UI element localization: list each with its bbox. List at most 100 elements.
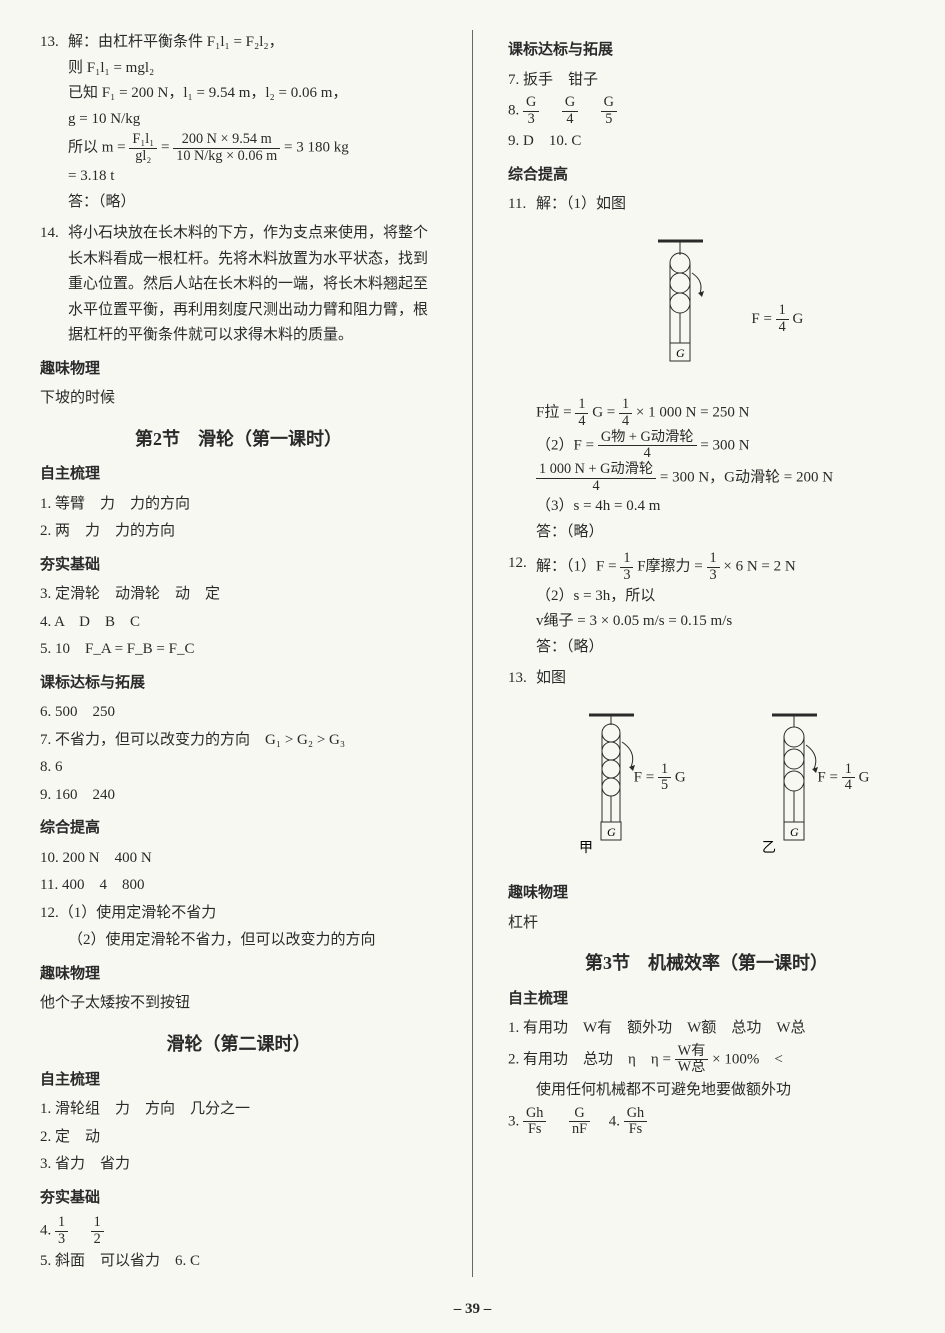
q11-l3: （2）F = G物 + G动滑轮4 = 300 N xyxy=(536,430,905,462)
hangshi-head: 夯实基础 xyxy=(40,553,437,579)
column-divider xyxy=(472,30,473,1277)
frac: G4 xyxy=(562,95,578,127)
frac: 13 xyxy=(620,551,633,583)
q12-l4: 答：（略） xyxy=(536,635,905,661)
q13r: 13. 如图 xyxy=(508,666,905,871)
pulley-diagram-icon: G xyxy=(648,233,738,373)
zizhu-head: 自主梳理 xyxy=(40,462,437,488)
q12-l2: （2）s = 3h，所以 xyxy=(536,584,905,610)
zonghe-head: 综合提高 xyxy=(40,816,437,842)
item: 1. 等臂 力 力的方向 xyxy=(40,492,437,518)
q13-l3: 已知 F₁ = 200 N，l₁ = 9.54 m，l₂ = 0.06 m， xyxy=(68,81,437,107)
q12: 12. 解：（1）F = 13 F摩擦力 = 13 × 6 N = 2 N （2… xyxy=(508,551,905,660)
page-number: – 39 – xyxy=(40,1297,905,1323)
svg-text:甲: 甲 xyxy=(579,841,593,856)
kebiao-head: 课标达标与拓展 xyxy=(508,38,905,64)
frac: G5 xyxy=(601,95,617,127)
quwei-text: 他个子太矮按不到按钮 xyxy=(40,991,437,1017)
frac: 14 xyxy=(776,303,789,335)
item: 4. A D B C xyxy=(40,610,437,636)
item: 4. 13 12 xyxy=(40,1215,437,1247)
q11-l2: F拉 = 14 G = 14 × 1 000 N = 250 N xyxy=(536,397,905,429)
quwei-text: 杠杆 xyxy=(508,911,905,937)
q13-num: 13. xyxy=(40,30,59,56)
frac: 14 xyxy=(575,397,588,429)
item: 8. G3 G4 G5 xyxy=(508,95,905,127)
right-column: 课标达标与拓展 7. 扳手 钳子 8. G3 G4 G5 9. D 10. C … xyxy=(508,30,905,1277)
item: 7. 不省力，但可以改变力的方向 G₁ > G₂ > G₃ xyxy=(40,728,437,754)
frac: G物 + G动滑轮4 xyxy=(598,430,697,462)
pulley-jia-icon: G 甲 F = 15 G xyxy=(579,707,679,857)
frac: 13 xyxy=(55,1215,68,1247)
item: 5. 10 F_A = F_B = F_C xyxy=(40,637,437,663)
q11-l5: （3）s = 4h = 0.4 m xyxy=(536,494,905,520)
item: 6. 500 250 xyxy=(40,700,437,726)
item: 5. 斜面 可以省力 6. C xyxy=(40,1249,437,1275)
item: 3. GhFs GnF 4. GhFs xyxy=(508,1106,905,1138)
pulley-figure: G F = 14 G xyxy=(536,228,905,388)
pulley-pair: G 甲 F = 15 G xyxy=(536,702,905,872)
item: 2. 有用功 总功 η η = W有W总 × 100% < xyxy=(508,1044,905,1076)
quwei-head: 趣味物理 xyxy=(40,962,437,988)
item: 12.（1）使用定滑轮不省力 xyxy=(40,901,437,927)
q11-l4: 1 000 N + G动滑轮4 = 300 N，G动滑轮 = 200 N xyxy=(536,462,905,494)
quwei-text: 下坡的时候 xyxy=(40,386,437,412)
fig-formula: F = 15 G xyxy=(634,762,686,794)
q13r-num: 13. xyxy=(508,666,527,692)
section-title: 第2节 滑轮（第一课时） xyxy=(40,424,437,455)
q14-num: 14. xyxy=(40,221,59,247)
section-title: 第3节 机械效率（第一课时） xyxy=(508,948,905,979)
item: 1. 滑轮组 力 方向 几分之一 xyxy=(40,1097,437,1123)
svg-text:G: G xyxy=(676,346,685,360)
svg-text:乙: 乙 xyxy=(762,840,776,856)
q11-l1: 解：（1）如图 xyxy=(536,192,905,218)
item: 10. 200 N 400 N xyxy=(40,846,437,872)
section-title: 滑轮（第二课时） xyxy=(40,1029,437,1060)
q13: 13. 解：由杠杆平衡条件 F₁l₁ = F₂l₂， 则 F₁l₁ = mgl₂… xyxy=(40,30,437,215)
zonghe-head: 综合提高 xyxy=(508,163,905,189)
fig-formula: F = 14 G xyxy=(817,762,869,794)
pulley-yi-icon: G 乙 F = 14 G xyxy=(762,707,862,857)
frac: 1 000 N + G动滑轮4 xyxy=(536,462,656,494)
item: （2）使用定滑轮不省力，但可以改变力的方向 xyxy=(40,928,437,954)
q13-l4: g = 10 N/kg xyxy=(68,107,437,133)
frac: F₁l₁gl₂ xyxy=(129,132,157,164)
q13-l5: 所以 m = F₁l₁gl₂ = 200 N × 9.54 m10 N/kg ×… xyxy=(68,132,437,164)
q13-l2: 则 F₁l₁ = mgl₂ xyxy=(68,56,437,82)
item: 7. 扳手 钳子 xyxy=(508,68,905,94)
svg-text:G: G xyxy=(790,825,799,839)
item: 3. 省力 省力 xyxy=(40,1152,437,1178)
zizhu-head: 自主梳理 xyxy=(508,987,905,1013)
frac: W有W总 xyxy=(675,1044,709,1076)
q13-l6: = 3.18 t xyxy=(68,164,437,190)
hangshi-head: 夯实基础 xyxy=(40,1186,437,1212)
item: 2. 定 动 xyxy=(40,1125,437,1151)
kebiao-head: 课标达标与拓展 xyxy=(40,671,437,697)
fig-formula: F = 14 G xyxy=(751,311,803,327)
item: 9. D 10. C xyxy=(508,129,905,155)
q14-text: 将小石块放在长木料的下方，作为支点来使用，将整个长木料看成一根杠杆。先将木料放置… xyxy=(68,225,428,343)
frac: 13 xyxy=(707,551,720,583)
zizhu-head: 自主梳理 xyxy=(40,1068,437,1094)
q13-l1: 解：由杠杆平衡条件 F₁l₁ = F₂l₂， xyxy=(68,30,437,56)
q11-num: 11. xyxy=(508,192,526,218)
item: 11. 400 4 800 xyxy=(40,873,437,899)
frac: 200 N × 9.54 m10 N/kg × 0.06 m xyxy=(173,132,280,164)
frac: GnF xyxy=(569,1106,590,1138)
pulley-svg: G xyxy=(648,233,738,373)
quwei-head: 趣味物理 xyxy=(40,357,437,383)
q12-num: 12. xyxy=(508,551,527,577)
frac: 12 xyxy=(91,1215,104,1247)
frac: GhFs xyxy=(523,1106,546,1138)
frac: GhFs xyxy=(624,1106,647,1138)
q12-l3: v绳子 = 3 × 0.05 m/s = 0.15 m/s xyxy=(536,609,905,635)
frac: 14 xyxy=(619,397,632,429)
frac: G3 xyxy=(523,95,539,127)
item: 9. 160 240 xyxy=(40,783,437,809)
item: 3. 定滑轮 动滑轮 动 定 xyxy=(40,582,437,608)
q13r-l1: 如图 xyxy=(536,666,905,692)
left-column: 13. 解：由杠杆平衡条件 F₁l₁ = F₂l₂， 则 F₁l₁ = mgl₂… xyxy=(40,30,437,1277)
q12-l1: 解：（1）F = 13 F摩擦力 = 13 × 6 N = 2 N xyxy=(536,551,905,583)
item: 2. 两 力 力的方向 xyxy=(40,519,437,545)
q14: 14. 将小石块放在长木料的下方，作为支点来使用，将整个长木料看成一根杠杆。先将… xyxy=(40,221,437,349)
